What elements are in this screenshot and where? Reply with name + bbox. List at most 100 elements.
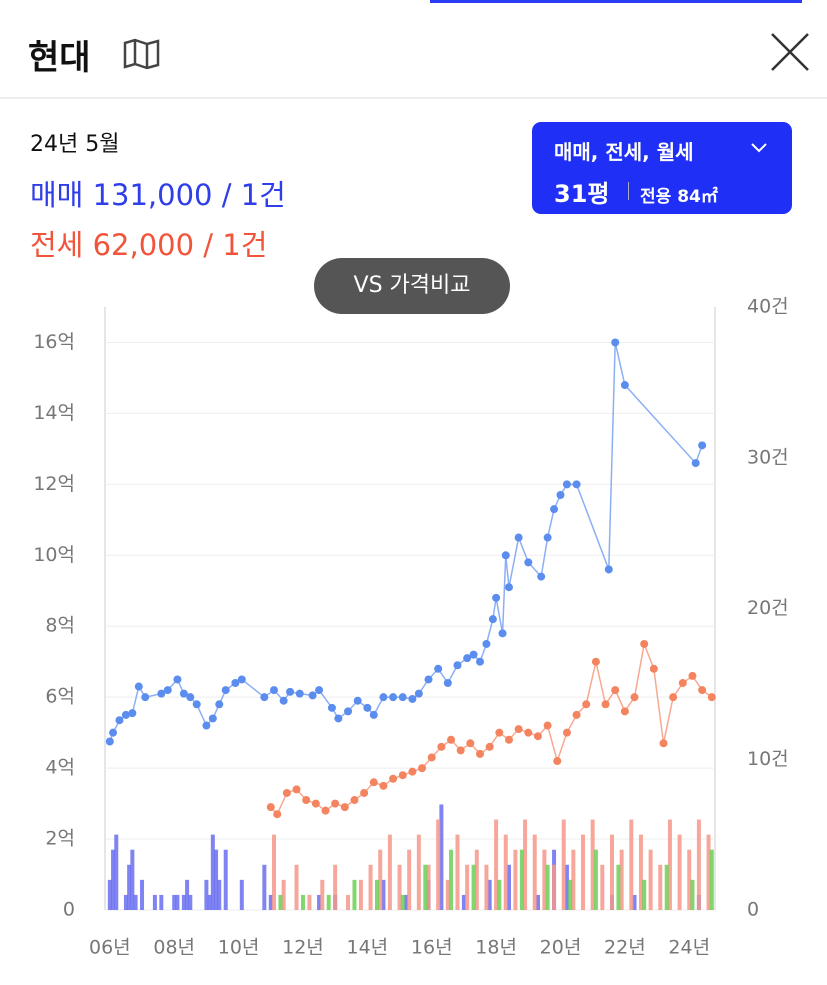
price-point (340, 803, 349, 812)
price-point (604, 565, 613, 574)
price-point (389, 774, 398, 783)
price-point (556, 490, 565, 499)
count-bar (648, 849, 653, 910)
count-bar (677, 834, 682, 910)
price-point (649, 664, 658, 673)
count-bar (664, 864, 669, 910)
count-bar (400, 894, 405, 910)
count-bar (172, 894, 177, 910)
price-point (591, 657, 600, 666)
close-button[interactable] (768, 30, 812, 74)
count-bar (552, 864, 557, 910)
price-point (678, 678, 687, 687)
count-bar (416, 834, 421, 910)
count-bar (561, 819, 566, 910)
price-point (447, 735, 456, 744)
map-icon[interactable] (122, 38, 162, 70)
price-point (344, 707, 353, 716)
price-point (179, 689, 188, 698)
y2-tick-label: 30건 (747, 446, 789, 468)
deal-types: 매매, 전세, 월세 (554, 140, 694, 164)
count-bar (114, 834, 119, 910)
count-bar (185, 879, 190, 910)
count-bar (568, 879, 573, 910)
price-point (562, 728, 571, 737)
price-point (601, 700, 610, 709)
count-bar (503, 834, 508, 910)
count-bar (175, 894, 180, 910)
price-point (482, 639, 491, 648)
count-bar (494, 819, 499, 910)
price-point (453, 661, 462, 670)
price-point (321, 806, 330, 815)
count-bar (487, 879, 492, 910)
compare-button[interactable]: VS 가격비교 (314, 258, 510, 314)
price-point (582, 700, 591, 709)
count-bar (262, 864, 267, 910)
count-bar (609, 834, 614, 910)
price-point (476, 749, 485, 758)
count-bar (449, 849, 454, 910)
price-point (495, 728, 504, 737)
x-tick-label: 14년 (347, 937, 389, 959)
count-bar (397, 864, 402, 910)
count-bar (629, 819, 634, 910)
count-bar (278, 894, 283, 910)
count-bar (403, 894, 408, 910)
price-point (611, 686, 620, 695)
price-point (550, 505, 559, 514)
count-bar (532, 834, 537, 910)
price-point (630, 693, 639, 702)
y-tick-label: 16억 (33, 331, 75, 353)
count-bar (642, 879, 647, 910)
count-bar (523, 819, 528, 910)
price-point (134, 682, 143, 691)
y-tick-label: 0 (63, 899, 75, 921)
price-point (379, 781, 388, 790)
price-point (698, 686, 707, 695)
filter-button[interactable]: 매매, 전세, 월세 31평 전용 84㎡ (532, 122, 792, 214)
count-bar (706, 834, 711, 910)
price-point (353, 696, 362, 705)
count-bar (223, 849, 228, 910)
price-point (611, 338, 620, 347)
price-point (379, 693, 388, 702)
count-bar (181, 894, 186, 910)
price-point (620, 381, 629, 390)
price-point (707, 693, 716, 702)
count-bar (690, 879, 695, 910)
price-point (334, 714, 343, 723)
count-bar (426, 864, 431, 910)
price-point (688, 671, 697, 680)
count-bar (590, 819, 595, 910)
count-bar (204, 879, 209, 910)
price-point (543, 533, 552, 542)
area: 전용 84㎡ (640, 187, 718, 207)
separator (628, 182, 629, 200)
count-bar (709, 849, 714, 910)
price-point (327, 703, 336, 712)
price-point (202, 721, 211, 730)
price-point (292, 785, 301, 794)
y-tick-label: 12억 (33, 473, 75, 495)
count-bar (465, 864, 470, 910)
count-bar (107, 879, 112, 910)
price-point (389, 693, 398, 702)
price-point (315, 686, 324, 695)
count-bar (519, 849, 524, 910)
y-tick-label: 8억 (45, 615, 75, 637)
price-point (286, 687, 295, 696)
title: 현대 (28, 38, 91, 78)
price-point (504, 735, 513, 744)
count-bar (271, 834, 276, 910)
count-bar (358, 879, 363, 910)
price-point (498, 629, 507, 638)
count-bar (407, 849, 412, 910)
x-tick-label: 08년 (153, 937, 195, 959)
count-bar (696, 819, 701, 910)
count-bar (506, 864, 511, 910)
price-point (302, 796, 311, 805)
price-point (221, 686, 230, 695)
price-point (669, 693, 678, 702)
count-bar (281, 879, 286, 910)
